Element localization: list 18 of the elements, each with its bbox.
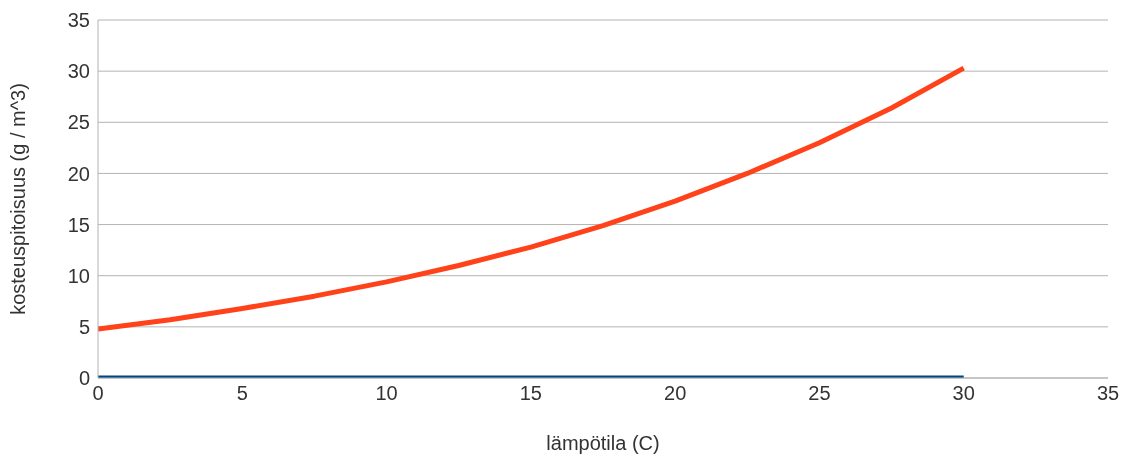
x-tick-label: 20 <box>664 382 687 405</box>
y-tick-label: 20 <box>67 162 90 185</box>
y-tick-label: 35 <box>67 9 90 32</box>
y-axis-title: kosteuspitoisuus (g / m^3) <box>7 83 30 315</box>
y-tick-label: 0 <box>78 367 90 390</box>
x-tick-label: 30 <box>952 382 975 405</box>
y-tick-label: 15 <box>67 213 90 236</box>
x-tick-label: 15 <box>519 382 542 405</box>
y-tick-label: 5 <box>78 315 90 338</box>
y-tick-label: 30 <box>67 60 90 83</box>
y-tick-label: 10 <box>67 264 90 287</box>
x-tick-label: 0 <box>92 382 104 405</box>
x-tick-label: 25 <box>808 382 831 405</box>
y-tick-label: 25 <box>67 111 90 134</box>
x-axis-title: lämpötila (C) <box>546 432 660 454</box>
x-tick-label: 5 <box>236 382 248 405</box>
x-tick-label: 35 <box>1096 382 1120 405</box>
x-tick-label: 10 <box>375 382 398 405</box>
